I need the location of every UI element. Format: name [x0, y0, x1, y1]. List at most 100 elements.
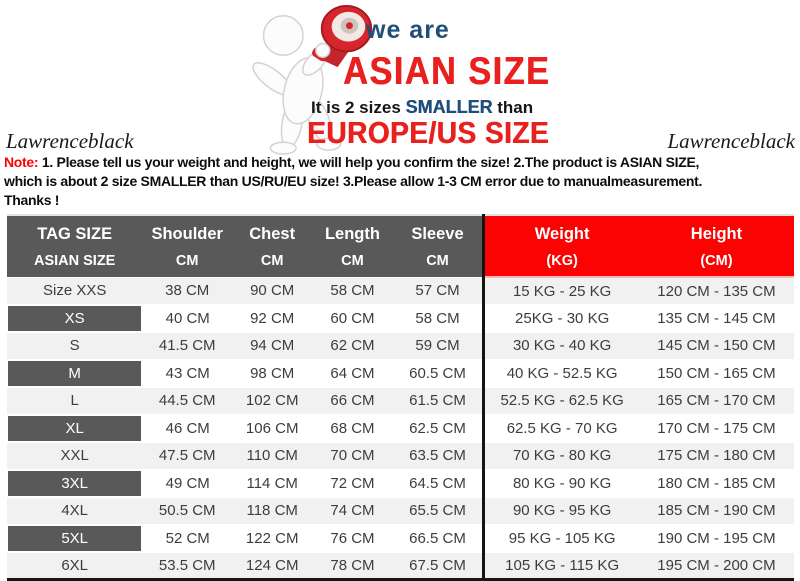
length-label: Length — [324, 224, 380, 243]
size-tag-cell: 6XL — [7, 551, 143, 580]
shoulder-unit: CM — [175, 253, 199, 270]
shoulder-cell: 53.5 CM — [142, 551, 233, 580]
table-row: 6XL 53.5 CM 124 CM 78 CM 67.5 CM 105 KG … — [7, 551, 794, 580]
sleeve-cell: 63.5 CM — [392, 441, 484, 470]
height-cell: 180 CM - 185 CM — [638, 469, 794, 497]
size-tag-cell: XS — [5, 303, 144, 333]
brand-name-right: Lawrenceblack — [667, 129, 795, 153]
sleeve-cell: 65.5 CM — [392, 496, 484, 525]
chest-label: Chest — [249, 224, 296, 243]
col-header-shoulder: Shoulder CM — [142, 215, 233, 277]
shoulder-cell: 50.5 CM — [142, 496, 233, 525]
size-tag-cell: Size XXS — [7, 276, 143, 305]
we-are-text: we are — [366, 16, 450, 44]
weight-cell: 70 KG - 80 KG — [482, 441, 639, 470]
col-header-height: Height (CM) — [638, 215, 794, 278]
table-row: XXL 47.5 CM 110 CM 70 CM 63.5 CM 70 KG -… — [7, 441, 794, 470]
sleeve-cell: 66.5 CM — [392, 524, 484, 552]
person-figure — [252, 15, 342, 155]
weight-cell: 30 KG - 40 KG — [482, 331, 639, 360]
brand-name-left: Lawrenceblack — [6, 129, 134, 153]
sleeve-cell: 64.5 CM — [392, 469, 484, 497]
note-line-1: Note: 1. Please tell us your weight and … — [4, 153, 798, 172]
weight-cell: 62.5 KG - 70 KG — [482, 414, 639, 442]
length-cell: 60 CM — [312, 304, 393, 332]
smaller-suffix: than — [492, 98, 534, 117]
shoulder-cell: 40 CM — [142, 304, 233, 332]
note-line-1-text: 1. Please tell us your weight and height… — [38, 154, 700, 170]
size-tag-cell: XXL — [7, 441, 143, 470]
size-tag-cell: L — [7, 386, 143, 415]
shoulder-cell: 43 CM — [142, 359, 233, 387]
shoulder-cell: 41.5 CM — [142, 331, 233, 360]
weight-cell: 105 KG - 115 KG — [482, 551, 639, 580]
length-cell: 62 CM — [312, 331, 393, 360]
height-cell: 165 CM - 170 CM — [638, 386, 794, 415]
length-cell: 66 CM — [312, 386, 393, 415]
sleeve-cell: 67.5 CM — [392, 551, 484, 580]
size-tag-cell: 3XL — [5, 468, 144, 498]
height-cell: 145 CM - 150 CM — [638, 331, 794, 360]
col-header-weight: Weight (KG) — [482, 215, 639, 278]
weight-unit: (KG) — [546, 253, 578, 269]
sleeve-cell: 61.5 CM — [392, 386, 484, 415]
sleeve-cell: 57 CM — [392, 276, 484, 305]
height-unit: (CM) — [700, 253, 733, 269]
height-cell: 170 CM - 175 CM — [638, 414, 794, 442]
shoulder-cell: 44.5 CM — [142, 386, 233, 415]
length-cell: 74 CM — [312, 496, 393, 525]
shoulder-cell: 49 CM — [142, 469, 233, 497]
length-cell: 78 CM — [312, 551, 393, 580]
chest-cell: 114 CM — [232, 469, 313, 497]
weight-cell: 15 KG - 25 KG — [482, 276, 639, 305]
height-label: Height — [690, 224, 743, 243]
chest-cell: 118 CM — [232, 496, 313, 525]
table-row: L 44.5 CM 102 CM 66 CM 61.5 CM 52.5 KG -… — [7, 386, 794, 415]
col-header-sleeve: Sleeve CM — [392, 215, 484, 277]
smaller-word: SMALLER — [405, 97, 493, 117]
length-cell: 70 CM — [312, 441, 393, 470]
chest-cell: 98 CM — [232, 359, 313, 387]
height-cell: 120 CM - 135 CM — [638, 276, 794, 305]
length-cell: 64 CM — [312, 359, 393, 387]
length-cell: 72 CM — [312, 469, 393, 497]
chest-unit: CM — [260, 253, 284, 270]
chest-cell: 110 CM — [232, 441, 313, 470]
shoulder-label: Shoulder — [151, 224, 223, 243]
col-header-tag-size: TAG SIZE ASIAN SIZE — [7, 215, 143, 277]
shoulder-cell: 46 CM — [142, 414, 233, 442]
length-cell: 68 CM — [312, 414, 393, 442]
sleeve-cell: 60.5 CM — [392, 359, 484, 387]
size-tag-cell: 5XL — [5, 523, 144, 553]
sleeve-unit: CM — [426, 253, 449, 270]
size-tag-cell: S — [7, 331, 143, 360]
announcer-figure — [252, 4, 373, 155]
table-row: Size XXS 38 CM 90 CM 58 CM 57 CM 15 KG -… — [7, 276, 794, 305]
height-cell: 185 CM - 190 CM — [638, 496, 794, 525]
europe-us-size-title: EUROPE/US SIZE — [307, 116, 549, 150]
table-row: M 43 CM 98 CM 64 CM 60.5 CM 40 KG - 52.5… — [5, 358, 794, 388]
col-header-length: Length CM — [312, 215, 393, 277]
chest-cell: 90 CM — [232, 276, 313, 305]
table-row: 3XL 49 CM 114 CM 72 CM 64.5 CM 80 KG - 9… — [5, 468, 794, 498]
asian-size-title: ASIAN SIZE — [343, 50, 551, 93]
table-row: 5XL 52 CM 122 CM 76 CM 66.5 CM 95 KG - 1… — [5, 523, 794, 553]
tag-size-label: TAG SIZE — [37, 224, 113, 243]
table-row: XL 46 CM 106 CM 68 CM 62.5 CM 62.5 KG - … — [5, 413, 794, 443]
height-cell: 190 CM - 195 CM — [638, 524, 794, 552]
weight-cell: 90 KG - 95 KG — [482, 496, 639, 525]
chest-cell: 102 CM — [232, 386, 313, 415]
weight-cell: 80 KG - 90 KG — [482, 469, 639, 497]
sleeve-cell: 59 CM — [392, 331, 484, 360]
col-header-chest: Chest CM — [232, 215, 313, 277]
weight-label: Weight — [534, 224, 590, 243]
height-cell: 135 CM - 145 CM — [638, 304, 794, 332]
sleeve-cell: 62.5 CM — [392, 414, 484, 442]
shoulder-cell: 52 CM — [142, 524, 233, 552]
sleeve-label: Sleeve — [411, 224, 464, 243]
size-tag-cell: M — [5, 358, 144, 388]
shoulder-cell: 47.5 CM — [142, 441, 233, 470]
chest-cell: 106 CM — [232, 414, 313, 442]
shoulder-cell: 38 CM — [142, 276, 233, 305]
